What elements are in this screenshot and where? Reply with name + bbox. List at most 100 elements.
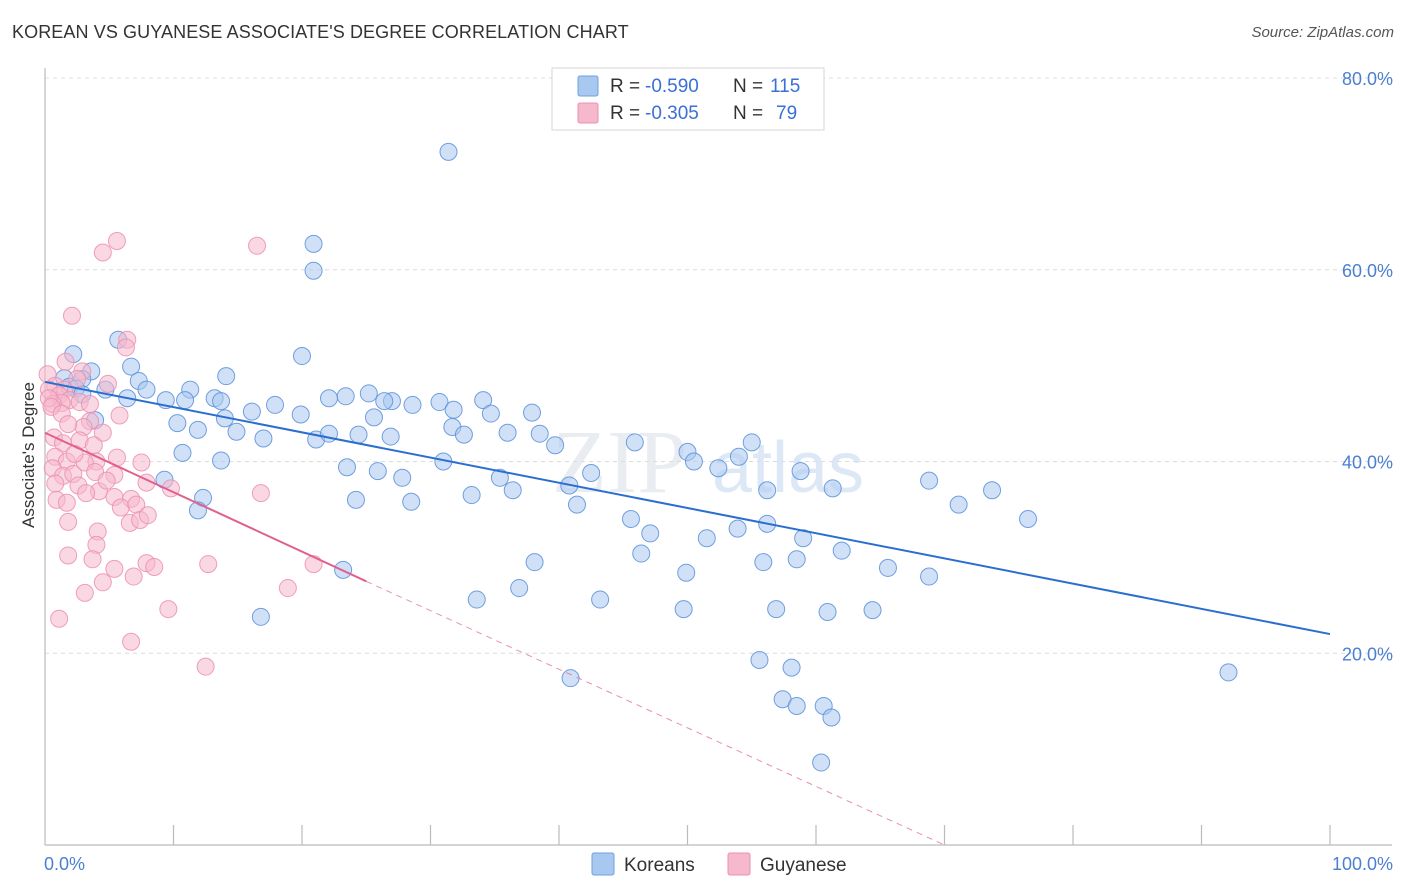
- chart-title: KOREAN VS GUYANESE ASSOCIATE'S DEGREE CO…: [12, 22, 629, 42]
- legend-r-label-1: R =: [610, 76, 640, 97]
- data-point-guyanese: [124, 567, 143, 586]
- data-point-koreans: [1019, 510, 1038, 529]
- data-point-koreans: [439, 142, 458, 161]
- data-point-koreans: [251, 607, 270, 626]
- bottom-legend-swatch-guyanese: [727, 852, 751, 876]
- trend-line-guyanese-extension: [366, 580, 945, 846]
- data-point-koreans: [546, 436, 565, 455]
- data-point-guyanese: [75, 583, 94, 602]
- data-point-koreans: [878, 558, 897, 577]
- data-point-guyanese: [110, 406, 129, 425]
- data-point-koreans: [293, 347, 311, 366]
- data-point-koreans: [346, 490, 365, 509]
- data-point-koreans: [349, 425, 368, 444]
- data-point-koreans: [242, 402, 261, 421]
- data-point-guyanese: [122, 632, 141, 651]
- y-tick-label: 60.0%: [1342, 261, 1393, 281]
- data-point-guyanese: [304, 555, 323, 574]
- data-point-koreans: [787, 696, 806, 715]
- data-point-guyanese: [159, 600, 178, 619]
- data-point-guyanese: [93, 243, 112, 262]
- bottom-legend-label-koreans: Koreans: [624, 855, 695, 876]
- data-point-koreans: [530, 424, 549, 443]
- data-point-koreans: [591, 590, 610, 609]
- data-point-koreans: [291, 405, 310, 424]
- data-point-koreans: [503, 481, 522, 500]
- data-point-koreans: [319, 389, 338, 408]
- data-point-guyanese: [62, 306, 81, 325]
- data-point-guyanese: [248, 236, 267, 255]
- data-point-koreans: [920, 471, 939, 490]
- data-point-koreans: [641, 524, 660, 543]
- data-point-koreans: [632, 544, 651, 563]
- data-point-guyanese: [196, 657, 215, 676]
- data-point-koreans: [823, 479, 842, 498]
- data-point-koreans: [818, 603, 837, 622]
- trend-line-koreans: [44, 380, 1331, 636]
- data-point-koreans: [1219, 663, 1238, 682]
- data-point-koreans: [217, 367, 236, 386]
- data-point-koreans: [625, 433, 644, 452]
- data-point-koreans: [567, 495, 586, 514]
- y-axis-label: Associate's Degree: [19, 382, 38, 528]
- data-point-guyanese: [93, 573, 112, 592]
- data-point-koreans: [742, 433, 761, 452]
- data-point-guyanese: [116, 338, 135, 357]
- data-point-guyanese: [138, 506, 157, 525]
- data-point-koreans: [474, 391, 493, 410]
- data-point-guyanese: [77, 484, 96, 503]
- data-point-koreans: [304, 234, 323, 253]
- data-point-koreans: [561, 669, 580, 688]
- data-point-koreans: [176, 391, 195, 410]
- data-point-koreans: [403, 395, 422, 414]
- data-point-koreans: [368, 462, 387, 481]
- data-point-koreans: [337, 458, 356, 477]
- data-point-koreans: [122, 357, 141, 376]
- data-point-koreans: [402, 492, 421, 511]
- data-point-guyanese: [59, 415, 78, 434]
- data-point-guyanese: [46, 474, 65, 493]
- data-point-guyanese: [57, 493, 76, 512]
- data-point-koreans: [684, 452, 703, 471]
- data-point-guyanese: [98, 374, 117, 393]
- legend-n-label-1: N =: [733, 76, 763, 97]
- axes: [44, 68, 1392, 846]
- data-point-koreans: [582, 464, 601, 483]
- data-point-koreans: [697, 529, 716, 548]
- data-point-guyanese: [65, 444, 84, 463]
- data-point-guyanese: [56, 352, 75, 371]
- data-point-koreans: [359, 384, 378, 403]
- data-point-koreans: [767, 600, 786, 619]
- data-point-koreans: [677, 563, 696, 582]
- data-point-guyanese: [278, 579, 297, 598]
- tick-labels: 20.0% 40.0% 60.0% 80.0% 0.0% 100.0%: [44, 69, 1393, 874]
- data-point-koreans: [832, 541, 851, 560]
- x-tick-label: 0.0%: [44, 854, 85, 874]
- data-point-koreans: [462, 486, 481, 505]
- data-point-koreans: [750, 650, 769, 669]
- trend-line-guyanese: [44, 431, 367, 583]
- data-point-guyanese: [111, 498, 130, 517]
- data-point-koreans: [523, 403, 542, 422]
- data-point-koreans: [381, 427, 400, 446]
- legend-swatch-guyanese: [577, 102, 599, 124]
- data-point-guyanese: [59, 512, 78, 531]
- x-tick-label: 100.0%: [1332, 854, 1393, 874]
- data-point-koreans: [621, 510, 640, 529]
- data-point-koreans: [454, 425, 473, 444]
- data-point-koreans: [212, 451, 231, 470]
- data-point-koreans: [481, 404, 500, 423]
- data-point-koreans: [212, 392, 231, 411]
- legend-swatch-koreans: [577, 75, 599, 97]
- data-point-koreans: [949, 495, 968, 514]
- data-point-koreans: [728, 519, 747, 538]
- y-tick-label: 80.0%: [1342, 69, 1393, 89]
- data-point-koreans: [188, 420, 207, 439]
- data-point-koreans: [168, 414, 187, 433]
- data-point-koreans: [336, 387, 355, 406]
- legend-n-value-2: 79: [776, 103, 797, 124]
- trend-lines: [44, 380, 1331, 846]
- data-point-guyanese: [84, 436, 103, 455]
- source-label: Source: ZipAtlas.com: [1251, 24, 1394, 41]
